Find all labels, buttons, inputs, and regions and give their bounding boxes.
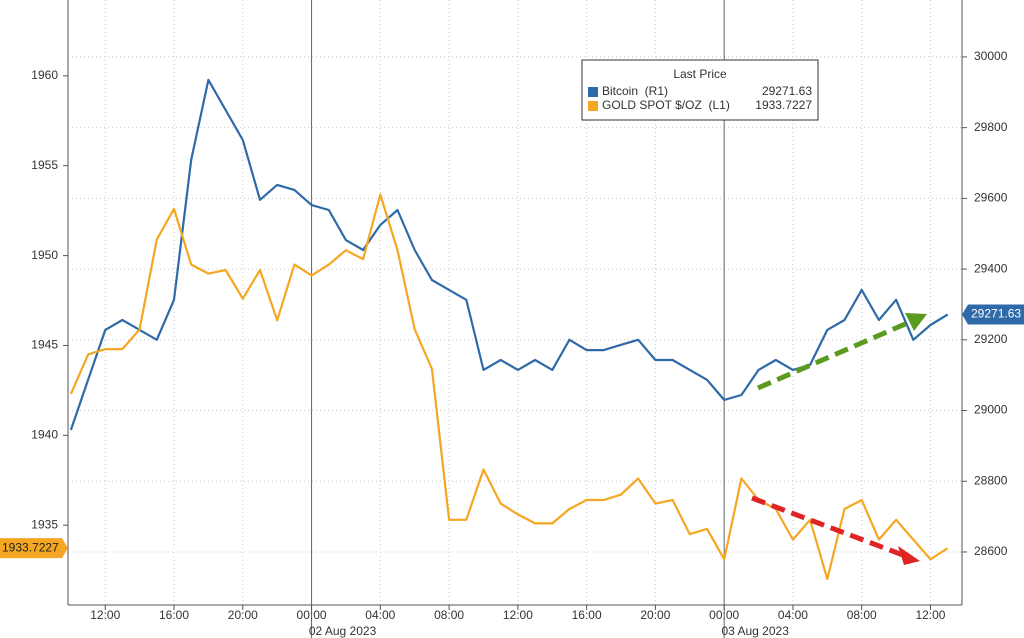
x-tick-label: 12:00: [503, 608, 533, 622]
legend-swatch: [588, 101, 598, 111]
y2-tick-label: 29600: [974, 191, 1008, 205]
y2-tick-label: 29000: [974, 403, 1008, 417]
x-tick-label: 00:00: [709, 608, 739, 622]
up-arrow-head: [905, 313, 927, 331]
y2-tick-label: 28800: [974, 473, 1008, 487]
legend-box: [581, 59, 819, 121]
legend-swatch: [588, 87, 598, 97]
trend-arrows: [751, 313, 927, 565]
y2-tick-label: 29800: [974, 120, 1008, 134]
date-label: 02 Aug 2023: [309, 624, 377, 638]
y-tick-label: 1960: [31, 68, 58, 82]
legend-value: 1933.7227: [755, 98, 812, 112]
y2-tick-label: 29400: [974, 261, 1008, 275]
x-tick-label: 04:00: [365, 608, 395, 622]
y-tick-label: 1945: [31, 338, 58, 352]
x-tick-label: 12:00: [915, 608, 945, 622]
y-tick-label: 1955: [31, 158, 58, 172]
x-tick-label: 16:00: [159, 608, 189, 622]
legend-label: Bitcoin (R1): [602, 84, 668, 98]
y2-tick-label: 28600: [974, 544, 1008, 558]
x-tick-label: 04:00: [778, 608, 808, 622]
last-value-badge: [962, 304, 1024, 325]
x-tick-label: 20:00: [228, 608, 258, 622]
last-value-label: 1933.7227: [2, 540, 59, 554]
legend-title: Last Price: [673, 67, 727, 81]
y2-tick-label: 29200: [974, 332, 1008, 346]
x-tick-label: 16:00: [572, 608, 602, 622]
y-tick-label: 1935: [31, 517, 58, 531]
last-value-badge: [0, 538, 68, 559]
series-line: [69, 193, 949, 581]
x-tick-label: 20:00: [640, 608, 670, 622]
last-value-label: 29271.63: [971, 307, 1021, 321]
date-label: 03 Aug 2023: [721, 624, 789, 638]
legend-label: GOLD SPOT $/OZ (L1): [602, 98, 730, 112]
x-tick-label: 08:00: [434, 608, 464, 622]
legend-value: 29271.63: [762, 84, 812, 98]
down-arrow: [751, 495, 904, 558]
y-tick-label: 1940: [31, 427, 58, 441]
x-tick-label: 00:00: [297, 608, 327, 622]
down-arrow-head: [898, 546, 920, 565]
x-tick-label: 08:00: [847, 608, 877, 622]
y-tick-label: 1950: [31, 248, 58, 262]
up-arrow: [757, 318, 913, 391]
x-tick-label: 12:00: [90, 608, 120, 622]
y2-tick-label: 30000: [974, 49, 1008, 63]
